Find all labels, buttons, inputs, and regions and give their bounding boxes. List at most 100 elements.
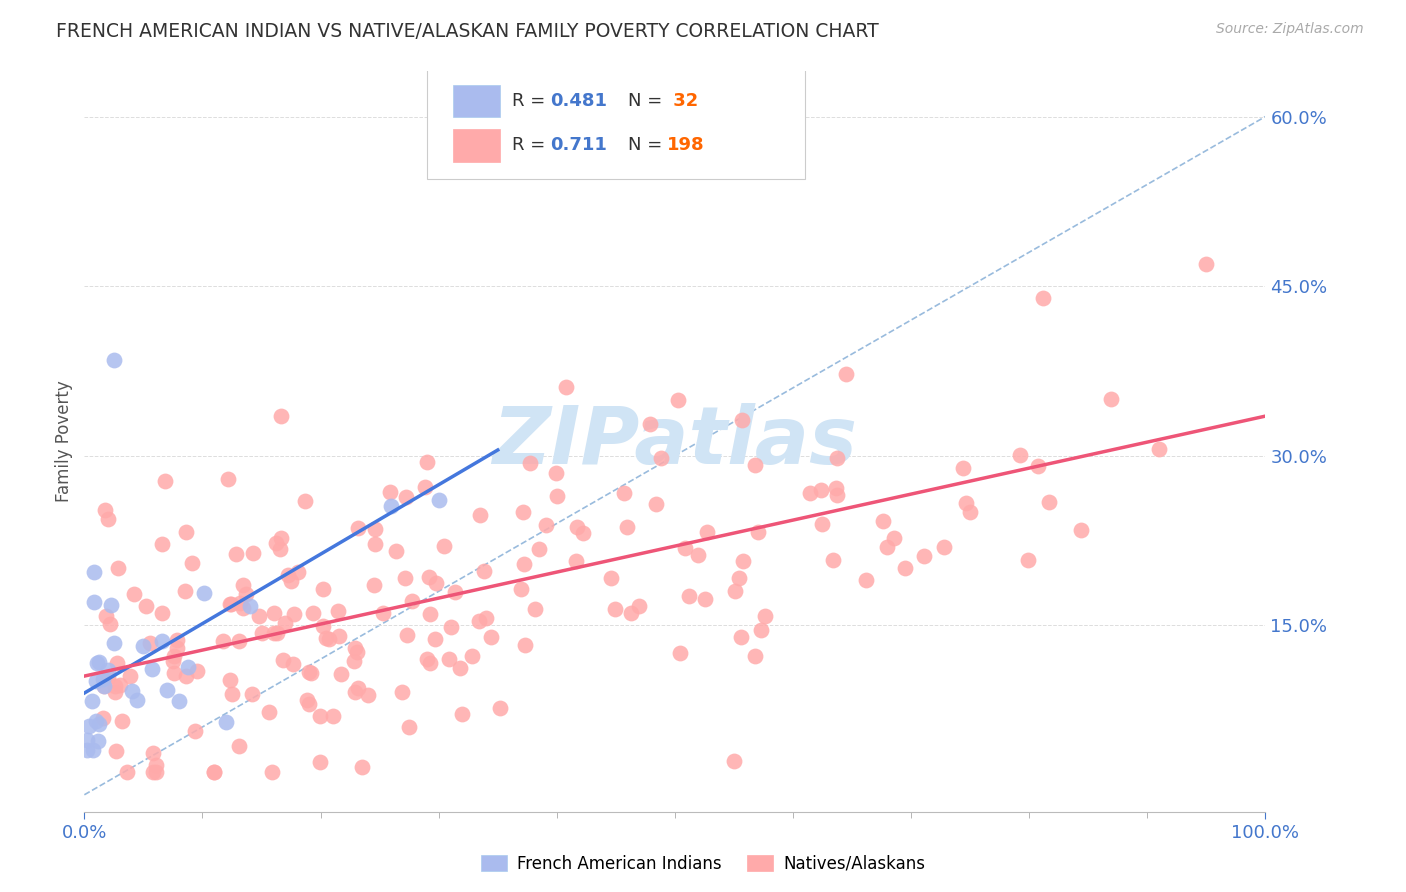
Point bbox=[174, 669, 197, 683]
Point bbox=[529, 541, 551, 556]
Point bbox=[810, 483, 832, 497]
Point bbox=[215, 715, 238, 730]
Point bbox=[645, 497, 668, 511]
Point bbox=[571, 525, 593, 540]
Point bbox=[489, 700, 512, 714]
Point bbox=[730, 630, 752, 644]
Text: N =: N = bbox=[627, 136, 668, 154]
Point bbox=[89, 717, 111, 731]
Point bbox=[264, 536, 287, 550]
Point bbox=[650, 451, 672, 466]
Point bbox=[1026, 459, 1049, 474]
Point bbox=[217, 472, 239, 486]
Point bbox=[280, 574, 302, 589]
Point bbox=[252, 626, 274, 640]
Point bbox=[77, 719, 100, 733]
Point bbox=[823, 553, 845, 567]
Point bbox=[395, 490, 418, 504]
Point bbox=[678, 589, 700, 603]
Point bbox=[107, 561, 129, 575]
Point bbox=[666, 393, 689, 408]
Point bbox=[91, 672, 114, 686]
Point bbox=[118, 669, 141, 683]
Point bbox=[419, 607, 441, 622]
Point bbox=[263, 626, 285, 640]
Point bbox=[1017, 553, 1039, 567]
Point bbox=[202, 765, 225, 780]
Point bbox=[328, 604, 350, 618]
Point bbox=[546, 490, 568, 504]
Text: R =: R = bbox=[512, 92, 551, 110]
FancyBboxPatch shape bbox=[453, 129, 501, 161]
Point bbox=[219, 597, 242, 611]
Point bbox=[723, 754, 745, 768]
Point bbox=[883, 531, 905, 545]
Point bbox=[298, 665, 321, 680]
Point bbox=[673, 541, 696, 556]
Point bbox=[744, 458, 766, 473]
Point bbox=[344, 641, 367, 656]
Point bbox=[184, 724, 207, 739]
Point bbox=[512, 505, 534, 519]
Point bbox=[97, 669, 120, 683]
Text: N =: N = bbox=[627, 92, 668, 110]
Text: 0.711: 0.711 bbox=[550, 136, 606, 154]
Point bbox=[100, 598, 122, 612]
Point bbox=[827, 450, 849, 465]
Text: FRENCH AMERICAN INDIAN VS NATIVE/ALASKAN FAMILY POVERTY CORRELATION CHART: FRENCH AMERICAN INDIAN VS NATIVE/ALASKAN… bbox=[56, 22, 879, 41]
Point bbox=[613, 486, 636, 500]
Point bbox=[84, 714, 107, 729]
Point bbox=[83, 595, 105, 609]
Point bbox=[1149, 442, 1171, 456]
Point bbox=[269, 541, 291, 556]
Point bbox=[186, 665, 208, 679]
Y-axis label: Family Poverty: Family Poverty bbox=[55, 381, 73, 502]
Point bbox=[232, 577, 254, 591]
Point bbox=[468, 614, 491, 628]
Point bbox=[270, 532, 292, 546]
Point bbox=[433, 540, 456, 554]
Point bbox=[876, 541, 898, 555]
Point bbox=[297, 693, 319, 707]
Point bbox=[117, 765, 139, 780]
Point bbox=[104, 679, 127, 693]
Point bbox=[263, 606, 285, 620]
Point bbox=[218, 673, 240, 687]
Point bbox=[415, 480, 437, 494]
Point bbox=[627, 599, 650, 613]
Point bbox=[328, 629, 350, 643]
Point bbox=[346, 645, 368, 659]
Point bbox=[104, 685, 127, 699]
Point bbox=[509, 582, 531, 597]
Point bbox=[76, 742, 98, 756]
Text: Source: ZipAtlas.com: Source: ZipAtlas.com bbox=[1216, 22, 1364, 37]
Point bbox=[693, 591, 716, 606]
Point bbox=[523, 601, 546, 615]
Point bbox=[343, 684, 366, 698]
Point bbox=[959, 505, 981, 519]
Point bbox=[271, 653, 294, 667]
Point bbox=[825, 488, 848, 502]
Point bbox=[425, 576, 447, 591]
Point bbox=[620, 606, 643, 620]
Text: 0.481: 0.481 bbox=[550, 92, 607, 110]
Point bbox=[301, 665, 323, 680]
Point bbox=[111, 714, 134, 729]
Point bbox=[145, 758, 167, 772]
Point bbox=[221, 687, 243, 701]
Point bbox=[519, 456, 541, 470]
Point bbox=[283, 607, 305, 621]
Point bbox=[132, 639, 155, 653]
Point bbox=[371, 606, 394, 620]
Point bbox=[352, 760, 374, 774]
Point bbox=[364, 537, 387, 551]
Point bbox=[565, 554, 588, 568]
Point bbox=[83, 565, 105, 579]
Point bbox=[363, 578, 385, 592]
Point bbox=[513, 557, 536, 571]
Point bbox=[731, 412, 754, 426]
Point bbox=[394, 571, 416, 585]
Point bbox=[312, 619, 335, 633]
Point bbox=[385, 544, 408, 558]
Point bbox=[600, 571, 623, 585]
